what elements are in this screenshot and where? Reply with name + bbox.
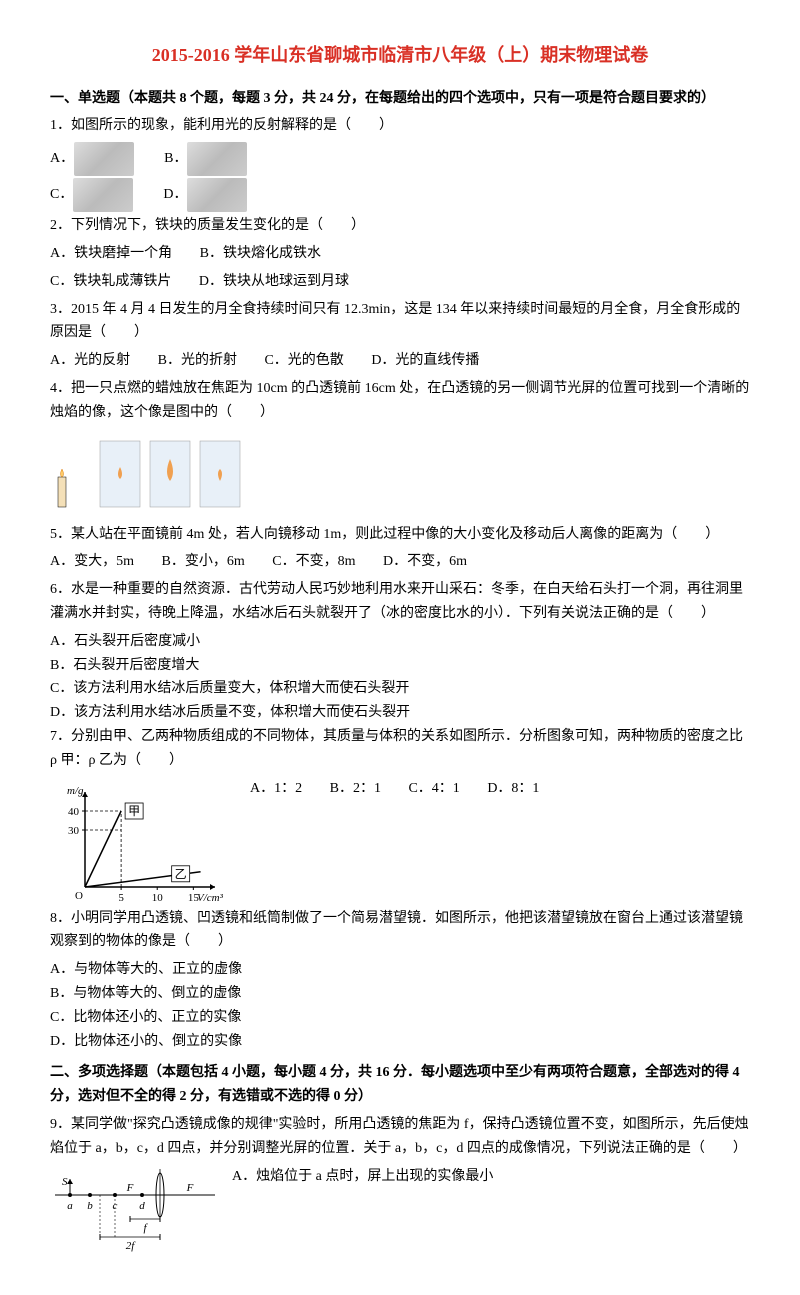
svg-text:O: O [156, 1165, 164, 1168]
q9-opt-a: A．烛焰位于 a 点时，屏上出现的实像最小 [232, 1165, 750, 1189]
q1-img-c [73, 178, 133, 212]
svg-text:a: a [67, 1200, 73, 1212]
q7-opt-b: B．2：1 [330, 781, 381, 796]
q6-opt-c: C．该方法利用水结冰后质量变大，体积增大而使石头裂开 [50, 677, 750, 701]
q2-options-row1: A．铁块磨掉一个角 B．铁块熔化成铁水 [50, 242, 750, 266]
svg-text:甲: 甲 [128, 804, 140, 818]
svg-text:2f: 2f [126, 1240, 137, 1252]
q2-stem: 2．下列情况下，铁块的质量发生变化的是（ ） [50, 214, 750, 238]
q2-opt-c: C．铁块轧成薄铁片 [50, 274, 171, 289]
svg-text:30: 30 [68, 825, 80, 837]
q6-stem: 6．水是一种重要的自然资源．古代劳动人民巧妙地利用水来开山采石：冬季，在白天给石… [50, 578, 750, 626]
q1-img-a [74, 142, 134, 176]
q3-stem: 3．2015 年 4 月 4 日发生的月全食持续时间只有 12.3min，这是 … [50, 298, 750, 346]
section1-header: 一、单选题（本题共 8 个题，每题 3 分，共 24 分，在每题给出的四个选项中… [50, 87, 750, 111]
q5-stem: 5．某人站在平面镜前 4m 处，若人向镜移动 1m，则此过程中像的大小变化及移动… [50, 523, 750, 547]
q9-stem: 9．某同学做"探究凸透镜成像的规律"实验时，所用凸透镜的焦距为 f，保持凸透镜位… [50, 1113, 750, 1161]
svg-text:O: O [75, 890, 83, 902]
q7-stem: 7．分别由甲、乙两种物质组成的不同物体，其质量与体积的关系如图所示．分析图象可知… [50, 725, 750, 773]
svg-text:10: 10 [152, 892, 164, 904]
q7-chart: 304051015m/gV/cm³O甲乙 [50, 777, 230, 907]
svg-text:d: d [139, 1200, 145, 1212]
svg-text:c: c [113, 1200, 118, 1212]
q9-diagram: O F Fa b c df 2f S [50, 1165, 220, 1255]
q7-options: A．1：2 B．2：1 C．4：1 D．8：1 [250, 777, 750, 801]
q3-opt-d: D．光的直线传播 [371, 353, 479, 368]
q8-opt-b: B．与物体等大的、倒立的虚像 [50, 982, 750, 1006]
q1-opt-c: C． [50, 187, 73, 202]
q1-img-b [187, 142, 247, 176]
svg-text:F: F [126, 1182, 134, 1194]
q5-options: A．变大，5m B．变小，6m C．不变，8m D．不变，6m [50, 550, 750, 574]
svg-text:F: F [186, 1182, 194, 1194]
q5-opt-a: A．变大，5m [50, 554, 134, 569]
q2-options-row2: C．铁块轧成薄铁片 D．铁块从地球运到月球 [50, 270, 750, 294]
q8-opt-d: D．比物体还小的、倒立的实像 [50, 1030, 750, 1054]
svg-text:b: b [87, 1200, 93, 1212]
q5-opt-d: D．不变，6m [383, 554, 467, 569]
q1-opt-d: D． [163, 187, 187, 202]
q1-options-row2: C． D． [50, 178, 750, 212]
q1-options-row1: A． B． [50, 142, 750, 176]
q1-opt-b: B． [164, 151, 187, 166]
q3-options: A．光的反射 B．光的折射 C．光的色散 D．光的直线传播 [50, 349, 750, 373]
q1-opt-a: A． [50, 151, 74, 166]
q7-opt-c: C．4：1 [408, 781, 459, 796]
section2-header: 二、多项选择题（本题包括 4 小题，每小题 4 分，共 16 分．每小题选项中至… [50, 1061, 750, 1109]
q5-opt-b: B．变小，6m [162, 554, 245, 569]
q6-opt-b: B．石头裂开后密度增大 [50, 654, 750, 678]
q8-opt-a: A．与物体等大的、正立的虚像 [50, 958, 750, 982]
svg-text:5: 5 [118, 892, 124, 904]
q5-opt-c: C．不变，8m [272, 554, 355, 569]
q6-opt-d: D．该方法利用水结冰后质量不变，体积增大而使石头裂开 [50, 701, 750, 725]
svg-text:乙: 乙 [175, 866, 187, 880]
q2-opt-b: B．铁块熔化成铁水 [200, 246, 321, 261]
q8-opt-c: C．比物体还小的、正立的实像 [50, 1006, 750, 1030]
q2-opt-d: D．铁块从地球运到月球 [199, 274, 349, 289]
q3-opt-a: A．光的反射 [50, 353, 130, 368]
page-title: 2015-2016 学年山东省聊城市临清市八年级（上）期末物理试卷 [50, 40, 750, 71]
q6-opt-a: A．石头裂开后密度减小 [50, 630, 750, 654]
q3-opt-b: B．光的折射 [158, 353, 237, 368]
q7-opt-a: A．1：2 [250, 781, 302, 796]
q8-stem: 8．小明同学用凸透镜、凹透镜和纸筒制做了一个简易潜望镜．如图所示，他把该潜望镜放… [50, 907, 750, 955]
svg-text:S: S [62, 1176, 68, 1188]
svg-text:m/g: m/g [67, 785, 84, 797]
q4-diagram [50, 429, 750, 519]
q1-stem: 1．如图所示的现象，能利用光的反射解释的是（ ） [50, 114, 750, 138]
svg-text:f: f [143, 1222, 148, 1234]
q7-opt-d: D．8：1 [487, 781, 539, 796]
q1-img-d [187, 178, 247, 212]
q2-opt-a: A．铁块磨掉一个角 [50, 246, 172, 261]
q3-opt-c: C．光的色散 [264, 353, 343, 368]
svg-text:V/cm³: V/cm³ [197, 892, 224, 904]
svg-text:40: 40 [68, 806, 80, 818]
q4-stem: 4．把一只点燃的蜡烛放在焦距为 10cm 的凸透镜前 16cm 处，在凸透镜的另… [50, 377, 750, 425]
